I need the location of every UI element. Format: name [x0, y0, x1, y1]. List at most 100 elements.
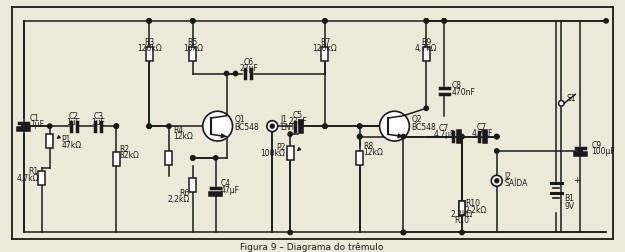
Text: 12kΩ: 12kΩ: [364, 148, 384, 157]
Circle shape: [191, 156, 195, 161]
Circle shape: [167, 124, 171, 129]
Circle shape: [357, 124, 362, 129]
Text: 120kΩ: 120kΩ: [137, 44, 161, 53]
FancyBboxPatch shape: [166, 151, 172, 165]
Circle shape: [202, 112, 232, 141]
Text: R2: R2: [119, 144, 129, 153]
Text: 4,7kΩ: 4,7kΩ: [415, 44, 437, 53]
FancyBboxPatch shape: [113, 152, 120, 166]
Circle shape: [357, 124, 362, 129]
Text: C8: C8: [452, 81, 462, 89]
Text: 1μF: 1μF: [91, 117, 106, 126]
FancyBboxPatch shape: [189, 47, 196, 61]
FancyBboxPatch shape: [321, 47, 328, 61]
Circle shape: [288, 230, 292, 235]
Circle shape: [494, 135, 499, 139]
Text: Q2: Q2: [411, 114, 422, 123]
Text: C9: C9: [591, 140, 601, 149]
Text: R10: R10: [465, 198, 480, 207]
Circle shape: [494, 149, 499, 153]
Circle shape: [214, 156, 218, 161]
Text: 4,7kΩ: 4,7kΩ: [16, 174, 39, 183]
Circle shape: [424, 20, 428, 24]
Text: R8: R8: [364, 141, 374, 150]
FancyBboxPatch shape: [356, 151, 363, 165]
Circle shape: [494, 135, 499, 139]
Text: 22μF: 22μF: [239, 64, 258, 73]
Text: 10kΩ: 10kΩ: [182, 44, 203, 53]
Text: 1μF: 1μF: [30, 119, 44, 128]
Text: 47kΩ: 47kΩ: [62, 140, 82, 149]
Circle shape: [460, 135, 464, 139]
Text: C7: C7: [477, 123, 487, 132]
Text: Q1: Q1: [234, 114, 245, 123]
Text: B1: B1: [564, 194, 574, 202]
Text: R7: R7: [320, 38, 330, 47]
Circle shape: [322, 124, 327, 129]
FancyBboxPatch shape: [459, 201, 466, 215]
Circle shape: [491, 176, 502, 186]
Circle shape: [401, 230, 406, 235]
FancyBboxPatch shape: [46, 135, 53, 148]
Circle shape: [322, 20, 327, 24]
Text: R1: R1: [29, 167, 39, 176]
Circle shape: [495, 179, 499, 183]
Circle shape: [267, 121, 278, 132]
Text: 470nF: 470nF: [452, 87, 476, 97]
Text: R6: R6: [179, 188, 190, 197]
Text: 22μF: 22μF: [289, 116, 308, 125]
FancyBboxPatch shape: [189, 178, 196, 192]
FancyBboxPatch shape: [146, 47, 152, 61]
Circle shape: [424, 20, 428, 24]
FancyBboxPatch shape: [459, 201, 466, 215]
Text: SAÍDA: SAÍDA: [505, 179, 528, 187]
Circle shape: [401, 230, 406, 235]
Text: R4: R4: [173, 125, 183, 134]
Text: C1: C1: [30, 113, 40, 122]
Circle shape: [191, 20, 195, 24]
Text: 2,2kΩ: 2,2kΩ: [168, 194, 190, 203]
Circle shape: [357, 135, 362, 139]
Circle shape: [114, 124, 119, 129]
Circle shape: [147, 20, 151, 24]
Text: 12kΩ: 12kΩ: [173, 131, 192, 140]
Text: 2,2kΩ: 2,2kΩ: [465, 205, 488, 214]
Text: BC548: BC548: [411, 122, 436, 131]
Circle shape: [22, 124, 26, 129]
Text: Figura 9 – Diagrama do trêmulo: Figura 9 – Diagrama do trêmulo: [241, 242, 384, 251]
Circle shape: [322, 124, 327, 129]
Text: R9: R9: [421, 38, 431, 47]
Text: C4: C4: [221, 179, 231, 187]
Text: 9V: 9V: [564, 201, 574, 210]
Circle shape: [442, 20, 446, 24]
Circle shape: [191, 20, 195, 24]
Text: P2: P2: [276, 142, 285, 151]
FancyBboxPatch shape: [287, 146, 294, 160]
Circle shape: [578, 149, 582, 153]
Circle shape: [224, 72, 229, 76]
Text: ENT: ENT: [280, 122, 296, 131]
Text: S1: S1: [566, 93, 576, 103]
Text: +: +: [573, 176, 581, 184]
Text: P1: P1: [62, 134, 71, 143]
Circle shape: [322, 20, 327, 24]
FancyBboxPatch shape: [422, 47, 430, 61]
Circle shape: [604, 20, 608, 24]
Text: R5: R5: [188, 38, 198, 47]
Text: 100μF: 100μF: [591, 147, 615, 156]
Circle shape: [357, 135, 362, 139]
Text: C2: C2: [69, 111, 79, 120]
Text: C7: C7: [439, 124, 449, 133]
Circle shape: [233, 72, 238, 76]
Text: 1μF: 1μF: [67, 117, 81, 126]
Text: 4,7μF: 4,7μF: [471, 129, 492, 138]
Text: BC548: BC548: [234, 122, 259, 131]
Text: C6: C6: [243, 58, 254, 67]
Circle shape: [114, 124, 119, 129]
Text: 4,7μF: 4,7μF: [434, 130, 455, 139]
Circle shape: [147, 20, 151, 24]
Circle shape: [48, 124, 52, 129]
Text: C5: C5: [293, 110, 303, 119]
Circle shape: [379, 112, 409, 141]
Text: 2,2kΩ: 2,2kΩ: [451, 209, 473, 218]
